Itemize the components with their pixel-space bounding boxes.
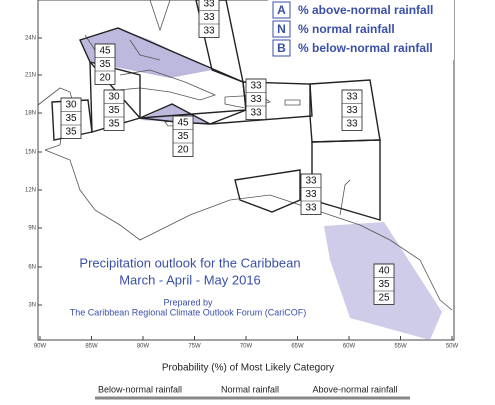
legend-key — [272, 39, 291, 57]
legend-letter: B — [277, 41, 286, 55]
scale-title: Probability (%) of Most Likely Category — [162, 363, 334, 374]
lon-label: 55W — [394, 344, 407, 350]
zone-value: 33 — [305, 203, 317, 214]
scale-label: Normal rainfall — [221, 384, 279, 394]
longitude-labels: 90W 85W 80W 75W 70W 65W 60W 55W 50W — [34, 336, 459, 350]
zone-value: 33 — [203, 0, 215, 10]
zone-labels: 33 33 33 45 35 20 30 35 35 30 35 35 45 35 20 33 33 33 33 33… — [60, 0, 395, 305]
lon-label: 50W — [446, 344, 459, 350]
legend-key — [272, 1, 291, 19]
zone-value: 33 — [346, 92, 358, 103]
zone-value: 20 — [99, 73, 111, 84]
lat-label: 12N — [25, 188, 36, 194]
legend-letter: N — [277, 22, 286, 36]
lon-label: 65W — [291, 344, 304, 350]
zone-value: 33 — [305, 176, 317, 187]
legend: A % above-normal rainfall N % normal rainfa… — [272, 1, 433, 57]
zone-outlines — [51, 0, 381, 221]
lat-label: 6N — [28, 265, 36, 271]
zone-value: 30 — [65, 100, 77, 111]
lon-label: 60W — [343, 344, 356, 350]
latitude-labels: 24N 21N 18N 15N 12N 9N 6N 3N — [25, 36, 42, 309]
credit: Prepared by — [163, 297, 213, 307]
zone-value: 45 — [99, 46, 111, 57]
scale-label: Above-normal rainfall — [312, 384, 397, 394]
lat-label: 18N — [25, 111, 36, 117]
zone-value: 33 — [250, 108, 262, 119]
zone-value: 35 — [99, 59, 111, 70]
zone-value: 35 — [108, 105, 120, 116]
map-subtitle: March - April - May 2016 — [119, 272, 261, 287]
zone-value: 33 — [250, 81, 262, 92]
zone-value: 20 — [177, 145, 189, 156]
lon-label: 75W — [188, 344, 201, 350]
map-title: Precipitation outlook for the Caribbean — [79, 255, 300, 270]
legend-text: % below-normal rainfall — [298, 41, 433, 55]
lon-label: 70W — [240, 344, 253, 350]
scale-label: Below-normal rainfall — [98, 384, 182, 394]
lat-label: 9N — [28, 226, 36, 232]
legend-text: % normal rainfall — [298, 22, 395, 36]
zone-box — [198, 0, 220, 38]
zone-value: 25 — [378, 293, 390, 304]
zone-value: 35 — [65, 113, 77, 124]
lon-label: 90W — [34, 344, 47, 350]
zone-value: 30 — [108, 92, 120, 103]
legend-letter: A — [277, 3, 286, 17]
zone-value: 33 — [346, 105, 358, 116]
lon-label: 80W — [137, 344, 150, 350]
legend-text: % above-normal rainfall — [298, 3, 433, 17]
lat-label: 24N — [25, 36, 36, 42]
zone-value: 35 — [108, 119, 120, 130]
zone-value: 33 — [346, 119, 358, 130]
lat-label: 15N — [25, 150, 36, 156]
zone-value: 35 — [177, 131, 189, 142]
credit: The Caribbean Regional Climate Outlook F… — [70, 307, 307, 317]
zone-value: 45 — [177, 118, 189, 129]
zone-value: 35 — [65, 127, 77, 138]
zone-value: 33 — [203, 12, 215, 23]
zone-value: 40 — [378, 266, 390, 277]
zone-value: 33 — [250, 94, 262, 105]
legend-key — [272, 20, 291, 38]
legend-box — [268, 0, 454, 60]
lat-label: 21N — [25, 73, 36, 79]
zone-value: 33 — [203, 26, 215, 37]
zone-value: 33 — [305, 189, 317, 200]
lat-label: 3N — [28, 303, 36, 309]
lon-label: 85W — [85, 344, 98, 350]
zone-value: 35 — [378, 279, 390, 290]
